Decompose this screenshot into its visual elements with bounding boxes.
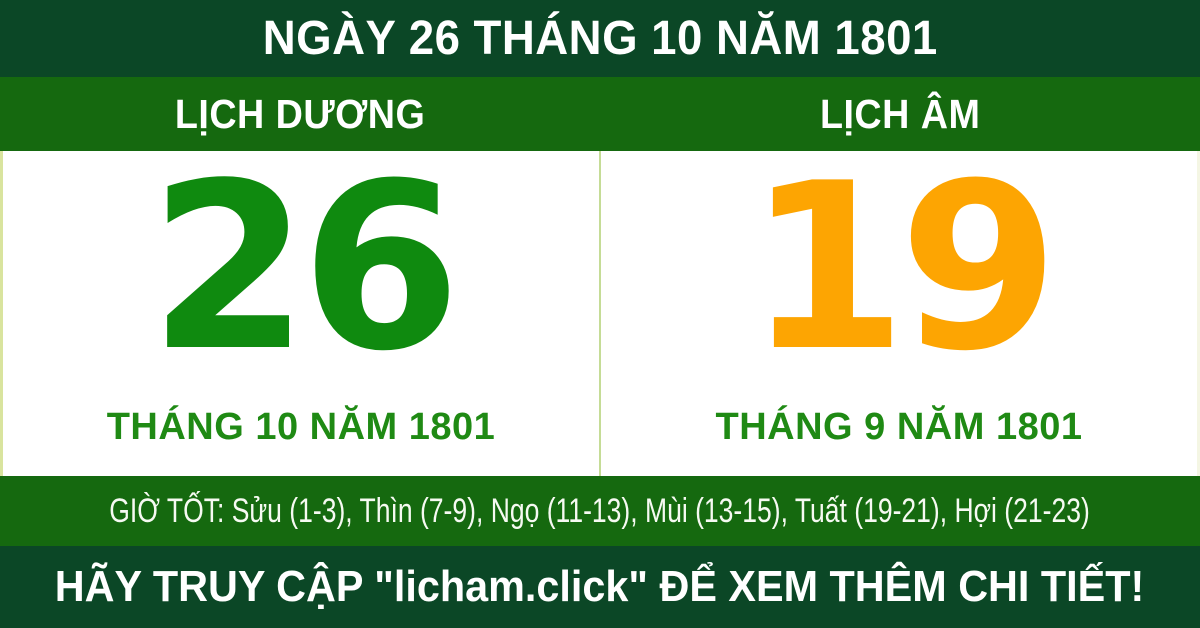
solar-calendar-header: LỊCH DƯƠNG bbox=[0, 77, 600, 151]
good-hours-bar: GIỜ TỐT: Sửu (1-3), Thìn (7-9), Ngọ (11-… bbox=[0, 476, 1200, 546]
footer-text: HÃY TRUY CẬP "licham.click" ĐỂ XEM THÊM … bbox=[55, 562, 1145, 611]
lunar-day-number: 19 bbox=[746, 135, 1059, 402]
lunar-panel: 19 THÁNG 9 NĂM 1801 bbox=[601, 151, 1197, 476]
panel-divider bbox=[599, 151, 601, 476]
calendar-body: 26 THÁNG 10 NĂM 1801 19 THÁNG 9 NĂM 1801 bbox=[0, 151, 1200, 476]
lunar-month-year-label: THÁNG 9 NĂM 1801 bbox=[715, 406, 1083, 448]
solar-calendar-label: LỊCH DƯƠNG bbox=[174, 90, 426, 137]
solar-day-number: 26 bbox=[148, 135, 461, 402]
date-banner-title: NGÀY 26 THÁNG 10 NĂM 1801 bbox=[262, 12, 938, 65]
lunar-calendar-label: LỊCH ÂM bbox=[819, 90, 981, 137]
solar-month-year-label: THÁNG 10 NĂM 1801 bbox=[106, 406, 496, 448]
date-banner: NGÀY 26 THÁNG 10 NĂM 1801 bbox=[0, 0, 1200, 77]
good-hours-text: GIỜ TỐT: Sửu (1-3), Thìn (7-9), Ngọ (11-… bbox=[109, 491, 1091, 530]
calendar-headers: LỊCH DƯƠNG LỊCH ÂM bbox=[0, 77, 1200, 151]
footer-banner: HÃY TRUY CẬP "licham.click" ĐỂ XEM THÊM … bbox=[0, 546, 1200, 628]
lunar-calendar-header: LỊCH ÂM bbox=[600, 77, 1200, 151]
solar-panel: 26 THÁNG 10 NĂM 1801 bbox=[3, 151, 599, 476]
